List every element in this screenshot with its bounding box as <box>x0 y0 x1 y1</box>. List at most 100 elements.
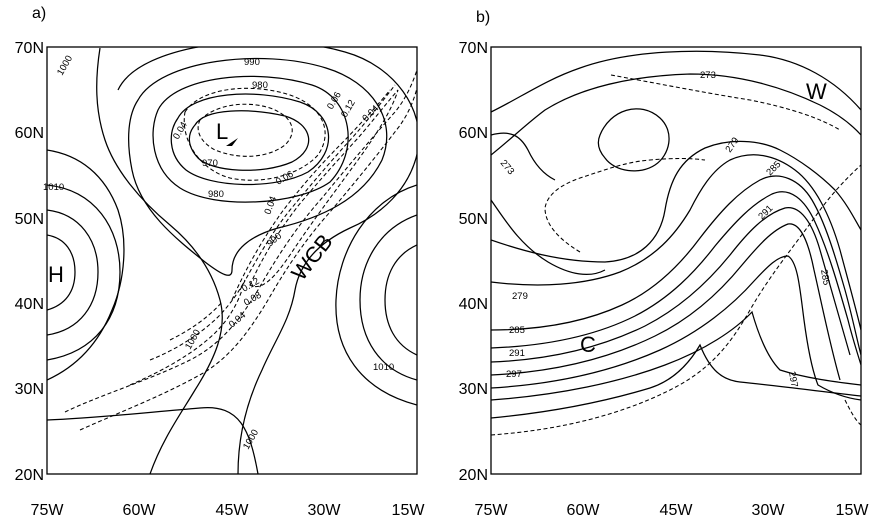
isobar-high-2 <box>47 209 99 336</box>
x-tick-label: 60W <box>567 502 601 519</box>
x-tick-label: 75W <box>31 502 65 519</box>
dashed-label: 0.04 <box>262 195 279 216</box>
isobar-bottom <box>47 407 259 474</box>
wcb-outer <box>64 69 417 413</box>
y-tick-label: 60N <box>15 125 44 142</box>
isobar-right-2 <box>359 214 417 381</box>
isobar-1010-left <box>47 149 125 381</box>
panel-b: b) 273 273 27 <box>459 9 870 519</box>
isobar-1000-outer <box>96 47 223 474</box>
wcb-core <box>249 89 399 288</box>
isotherm-left <box>491 199 606 276</box>
panel-b-contour-labels: 273 273 279 285 291 279 285 291 297 297 … <box>498 70 832 388</box>
y-tick-label: 60N <box>459 125 488 142</box>
y-tick-label: 50N <box>459 211 488 228</box>
isotherm-7 <box>491 132 556 181</box>
isobar-960-inner <box>188 110 310 171</box>
x-tick-label: 30W <box>308 502 342 519</box>
temp-label: 297 <box>506 369 522 380</box>
x-tick-label: 30W <box>752 502 786 519</box>
x-tick-label: 45W <box>216 502 250 519</box>
isotherm-291 <box>491 191 861 366</box>
temp-label: 279 <box>723 135 741 154</box>
cold-symbol: C <box>580 332 596 357</box>
panel-b-contours <box>491 50 861 436</box>
pressure-label: 1000 <box>241 428 261 452</box>
x-tick-label: 75W <box>475 502 509 519</box>
pressure-label: 980 <box>252 80 268 91</box>
wcb-symbol: WCB <box>286 229 337 285</box>
temp-label: 279 <box>512 291 528 302</box>
y-tick-label: 50N <box>15 211 44 228</box>
pressure-label: 1000 <box>183 328 203 352</box>
dashed-2 <box>544 157 706 253</box>
x-tick-label: 60W <box>123 502 157 519</box>
dashed-3 <box>610 74 841 131</box>
pressure-label: 1000 <box>55 54 75 78</box>
temp-label: 297 <box>786 371 800 389</box>
isotherm-285 <box>491 175 861 356</box>
panel-a-frame <box>46 46 418 475</box>
pressure-label: 1010 <box>43 182 64 193</box>
isotherm-loop <box>597 108 670 172</box>
temp-label: 285 <box>509 325 525 336</box>
dashed-label: 0.04 <box>227 310 248 330</box>
dashed-label: 0.12 <box>339 98 358 120</box>
y-tick-label: 70N <box>15 40 44 57</box>
y-tick-label: 20N <box>15 467 44 484</box>
temp-label: 291 <box>756 203 775 222</box>
warm-symbol: W <box>806 79 827 104</box>
panel-b-label: b) <box>476 9 490 26</box>
isobar-right-3 <box>335 184 417 406</box>
high-symbol: H <box>48 262 64 287</box>
isotherm-297 <box>491 223 841 381</box>
isobar-970 <box>170 93 330 186</box>
isotherm-3 <box>491 207 851 363</box>
isotherm-273 <box>491 73 861 156</box>
isotherm-2 <box>491 140 861 263</box>
panel-a-y-axis: 70N 60N 50N 40N 30N 20N <box>15 40 44 484</box>
isotherm-5 <box>491 310 861 401</box>
panel-a-x-axis: 75W 60W 45W 30W 15W <box>31 502 426 519</box>
panel-a-contours <box>47 47 417 474</box>
isotherm-279 <box>491 154 861 331</box>
temp-label: 285 <box>818 269 832 287</box>
x-tick-label: 15W <box>392 502 426 519</box>
isobar-right-1 <box>384 244 417 356</box>
low-arrow-icon <box>226 138 238 146</box>
temp-label: 273 <box>700 70 716 81</box>
y-tick-label: 40N <box>459 296 488 313</box>
wcb-lower-1 <box>149 279 246 361</box>
panel-a: a) <box>15 5 426 519</box>
isobar-1000 <box>117 47 417 474</box>
wcb-inner-1 <box>79 87 417 431</box>
low-symbol: L <box>216 119 228 144</box>
pressure-label: 1010 <box>373 362 394 373</box>
wcb-low-2 <box>183 87 326 181</box>
isotherm-6 <box>491 343 861 419</box>
x-tick-label: 45W <box>660 502 694 519</box>
panel-b-frame <box>490 46 862 475</box>
temp-label: 285 <box>764 159 783 178</box>
y-tick-label: 70N <box>459 40 488 57</box>
dashed-1 <box>491 164 861 436</box>
isobar-990 <box>128 57 388 276</box>
y-tick-label: 40N <box>15 296 44 313</box>
isobar-980 <box>152 75 349 203</box>
panel-b-x-axis: 75W 60W 45W 30W 15W <box>475 502 870 519</box>
isotherm-4 <box>491 255 861 401</box>
y-tick-label: 20N <box>459 467 488 484</box>
panel-b-y-axis: 70N 60N 50N 40N 30N 20N <box>459 40 488 484</box>
wcb-lower-2 <box>129 289 243 386</box>
temp-label: 291 <box>509 348 525 359</box>
pressure-label: 990 <box>244 57 260 68</box>
pressure-label: 980 <box>208 189 224 200</box>
x-tick-label: 15W <box>836 502 870 519</box>
pressure-label: 970 <box>202 158 218 169</box>
dashed-4 <box>844 399 861 426</box>
temp-label: 273 <box>498 158 517 177</box>
isobar-high-1 <box>47 234 76 311</box>
wcb-low-1 <box>197 103 293 157</box>
isobar-high-3 <box>47 184 121 361</box>
